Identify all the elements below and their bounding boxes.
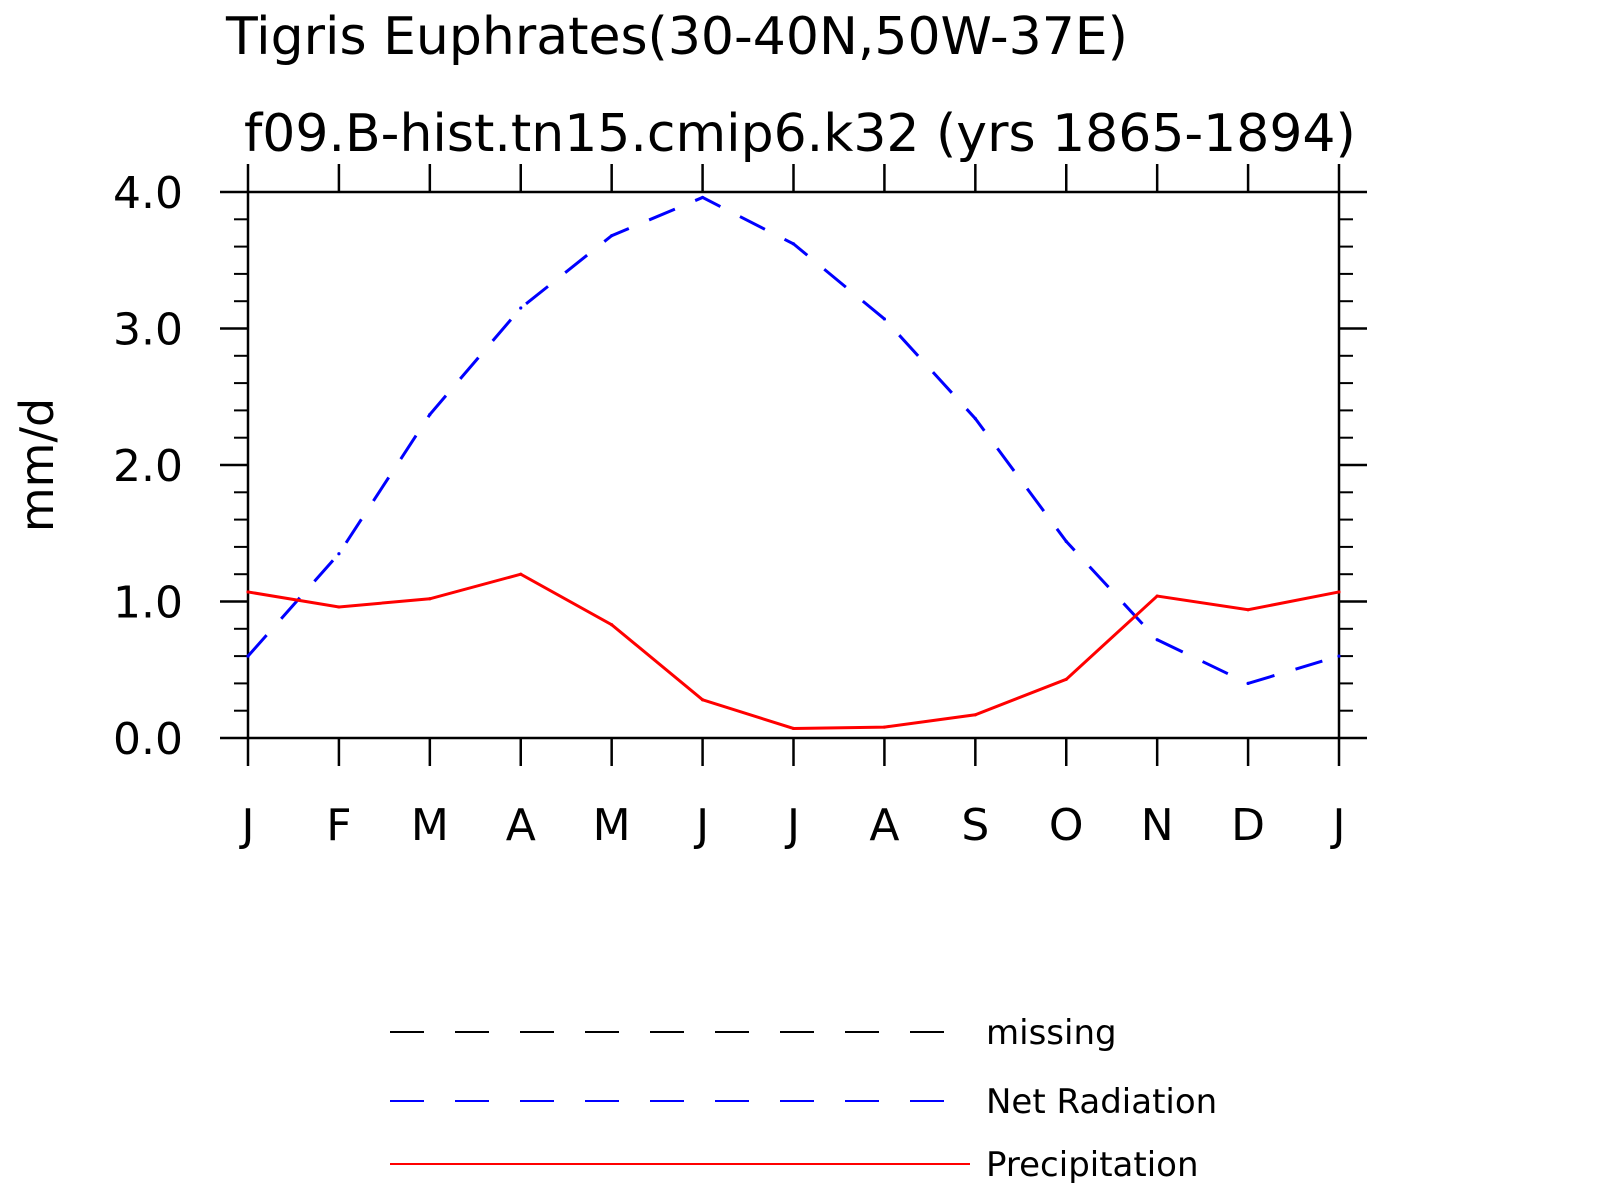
precipitation-point: [882, 725, 887, 729]
x-tick-label: J: [784, 800, 800, 851]
x-tick-label: M: [411, 800, 449, 851]
y-axis-label: mm/d: [10, 398, 64, 532]
legend-label-precipitation: Precipitation: [986, 1145, 1199, 1185]
net-radiation-point: [1064, 539, 1068, 544]
net-radiation-point: [1155, 638, 1159, 642]
legend: missing Net Radiation Precipitation: [390, 1013, 1217, 1185]
plot-frame: [246, 190, 1341, 740]
net-radiation-point: [428, 412, 432, 417]
net-radiation-point: [337, 552, 341, 556]
precipitation-point: [973, 713, 977, 717]
precipitation-point: [1246, 608, 1250, 612]
precipitation-point: [700, 698, 705, 702]
precipitation-point: [1155, 594, 1159, 598]
legend-label-missing: missing: [986, 1013, 1117, 1053]
y-tick-label: 4.0: [113, 168, 183, 219]
y-tick-label: 1.0: [113, 578, 183, 629]
series-group: [246, 195, 1341, 731]
net-radiation-point: [791, 242, 796, 246]
legend-label-net-radiation: Net Radiation: [986, 1082, 1217, 1122]
precipitation-line: [247, 572, 1340, 730]
precipitation-point: [428, 597, 432, 601]
net-radiation-point: [1246, 681, 1250, 686]
precipitation-point: [246, 590, 250, 594]
net-radiation-point: [246, 654, 250, 658]
precipitation-point: [519, 572, 523, 576]
x-tick-label: J: [1330, 800, 1346, 851]
x-tick-label: A: [506, 800, 536, 851]
net-radiation-point: [973, 416, 977, 421]
precipitation-point: [1064, 677, 1068, 681]
net-radiation-point: [519, 306, 523, 310]
precipitation-point: [337, 605, 341, 609]
net-radiation-point: [700, 195, 705, 200]
x-tick-label: O: [1049, 800, 1084, 851]
precipitation-point: [791, 726, 796, 731]
x-tick-label: S: [961, 800, 989, 851]
y-tick-label: 3.0: [113, 305, 183, 356]
y-tick-label: 2.0: [113, 441, 183, 492]
chart-subtitle: f09.B-hist.tn15.cmip6.k32 (yrs 1865-1894…: [244, 104, 1356, 164]
axes: 0.0 1.0 2.0 3.0 4.0 J F M A M J J A S O N D J: [113, 164, 1367, 851]
x-tick-label: N: [1141, 800, 1174, 851]
x-tick-label: F: [326, 800, 351, 851]
x-tick-label: J: [239, 800, 255, 851]
precipitation-point: [610, 623, 614, 627]
x-tick-label: M: [593, 800, 631, 851]
chart-title: Tigris Euphrates(30-40N,50W-37E): [225, 7, 1128, 67]
x-tick-label: D: [1231, 800, 1265, 851]
net-radiation-point: [610, 234, 614, 238]
net-radiation-line: [246, 195, 1340, 686]
y-tick-label: 0.0: [113, 714, 183, 765]
x-tick-label: A: [869, 800, 899, 851]
net-radiation-point: [1337, 654, 1341, 658]
x-tick-label: J: [693, 800, 709, 851]
precipitation-point: [1337, 590, 1341, 594]
net-radiation-point: [882, 317, 887, 321]
